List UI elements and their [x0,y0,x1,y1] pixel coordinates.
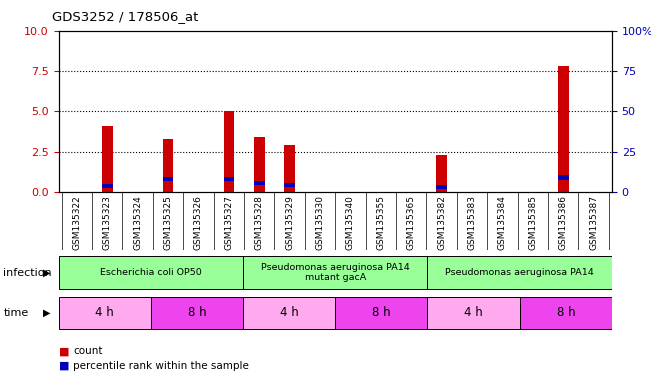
Text: ▶: ▶ [43,308,51,318]
Bar [284,145,295,192]
Bar [519,297,612,329]
Bar [558,175,568,179]
Text: Escherichia coli OP50: Escherichia coli OP50 [100,268,202,277]
Bar [102,126,113,192]
Text: ▶: ▶ [43,268,51,278]
Text: Pseudomonas aeruginosa PA14
mutant gacA: Pseudomonas aeruginosa PA14 mutant gacA [261,263,409,282]
Text: GSM135385: GSM135385 [529,195,537,250]
Text: 4 h: 4 h [464,306,483,319]
Text: GSM135327: GSM135327 [225,195,233,250]
Text: GSM135330: GSM135330 [316,195,325,250]
Text: GSM135340: GSM135340 [346,195,355,250]
Text: ■: ■ [59,361,69,371]
Text: 8 h: 8 h [557,306,575,319]
Bar [59,297,151,329]
Bar [436,155,447,192]
Text: GSM135365: GSM135365 [407,195,416,250]
Text: 8 h: 8 h [187,306,206,319]
Text: GSM135382: GSM135382 [437,195,446,250]
Text: GSM135324: GSM135324 [133,195,142,250]
Bar [223,111,234,192]
Bar [163,139,173,192]
Text: GDS3252 / 178506_at: GDS3252 / 178506_at [52,10,199,23]
Text: infection: infection [3,268,52,278]
Bar [284,183,295,187]
Text: 4 h: 4 h [280,306,299,319]
Bar [243,297,335,329]
Text: ■: ■ [59,346,69,356]
Text: GSM135328: GSM135328 [255,195,264,250]
Bar [428,257,612,289]
Bar [558,66,568,192]
Text: 4 h: 4 h [95,306,114,319]
Text: GSM135323: GSM135323 [103,195,112,250]
Bar [102,184,113,189]
Bar [59,257,243,289]
Bar [163,177,173,181]
Bar [223,177,234,181]
Bar [151,297,243,329]
Text: count: count [73,346,102,356]
Text: GSM135355: GSM135355 [376,195,385,250]
Text: GSM135386: GSM135386 [559,195,568,250]
Bar [428,297,519,329]
Text: GSM135383: GSM135383 [467,195,477,250]
Text: Pseudomonas aeruginosa PA14: Pseudomonas aeruginosa PA14 [445,268,594,277]
Text: percentile rank within the sample: percentile rank within the sample [73,361,249,371]
Text: time: time [3,308,29,318]
Text: GSM135384: GSM135384 [498,195,507,250]
Text: GSM135329: GSM135329 [285,195,294,250]
Bar [436,185,447,189]
Bar [254,137,264,192]
Bar [335,297,428,329]
Text: 8 h: 8 h [372,306,391,319]
Text: GSM135322: GSM135322 [72,195,81,250]
Text: GSM135325: GSM135325 [163,195,173,250]
Text: GSM135387: GSM135387 [589,195,598,250]
Text: GSM135326: GSM135326 [194,195,203,250]
Bar [254,181,264,185]
Bar [243,257,428,289]
